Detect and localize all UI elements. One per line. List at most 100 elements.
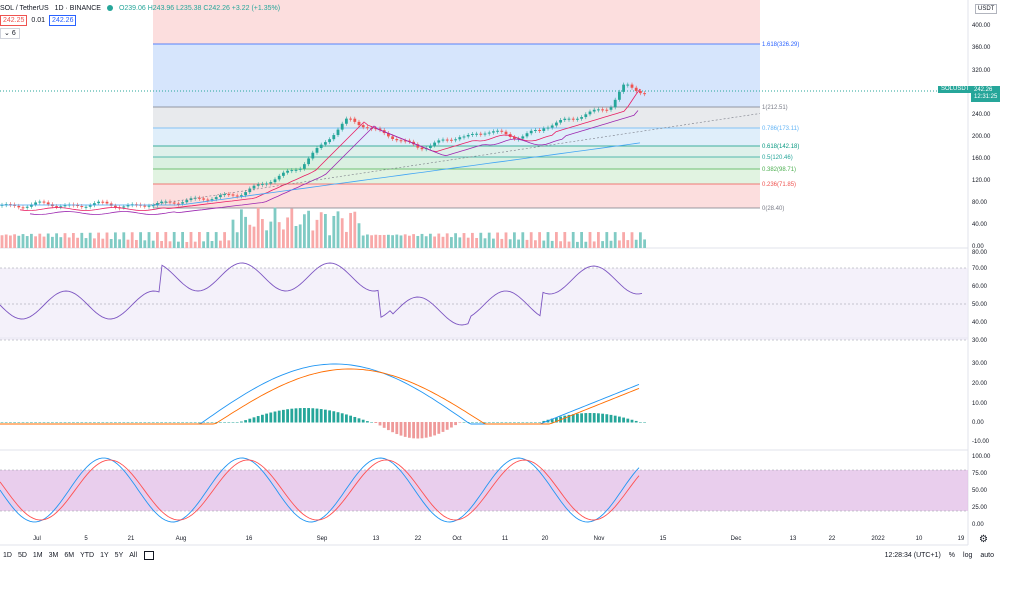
volume-bar: [80, 232, 84, 248]
price-tick: 120.00: [972, 178, 991, 184]
macd-histogram-bar: [424, 422, 428, 438]
calendar-icon[interactable]: [144, 550, 155, 560]
candle-body: [185, 200, 189, 203]
macd-histogram-bar: [63, 422, 67, 423]
indicators-toggle[interactable]: ⌄ 6: [0, 28, 20, 39]
macd-histogram-bar: [361, 419, 365, 423]
candle-body: [202, 198, 205, 200]
time-tick: 13: [373, 536, 380, 542]
fib-level-label: 1(212.51): [762, 105, 788, 111]
macd-histogram-bar: [483, 422, 487, 423]
volume-bar: [105, 232, 109, 248]
candle-body: [30, 204, 33, 207]
candle-body: [109, 203, 113, 206]
volume-bar: [454, 233, 457, 248]
volume-bar: [101, 238, 105, 248]
chart-canvas[interactable]: 400.00360.00320.00280.00240.00200.00160.…: [0, 0, 1024, 560]
range-1m[interactable]: 1M: [32, 551, 43, 559]
macd-tick: 20.00: [972, 381, 988, 387]
candle-body: [609, 107, 613, 110]
volume-bar: [605, 232, 609, 248]
auto-toggle[interactable]: auto: [980, 551, 994, 559]
macd-histogram-bar: [345, 414, 348, 423]
volume-bar: [370, 235, 373, 248]
volume-bar: [76, 237, 79, 248]
volume-bar: [240, 209, 243, 248]
volume-bar: [114, 232, 117, 248]
candle-body: [534, 130, 537, 132]
volume-bar: [395, 234, 399, 248]
range-3m[interactable]: 3M: [48, 551, 59, 559]
rsi-line: [0, 262, 643, 326]
candle-body: [634, 87, 638, 91]
range-1y[interactable]: 1Y: [100, 551, 109, 559]
rsi-tick: 50.00: [972, 302, 988, 308]
price-tick: 40.00: [972, 222, 988, 228]
range-ytd[interactable]: YTD: [80, 551, 95, 559]
settings-gear-icon[interactable]: ⚙: [979, 534, 988, 545]
volume-bar: [420, 233, 424, 248]
volume-bar: [93, 238, 96, 248]
volume-bar: [130, 232, 134, 248]
volume-bar: [412, 234, 415, 248]
macd-histogram-bar: [269, 412, 273, 423]
volume-bar: [475, 237, 478, 248]
range-all[interactable]: All: [129, 551, 138, 559]
candle-body: [25, 206, 29, 208]
macd-histogram-bar: [454, 422, 457, 426]
candle-body: [252, 185, 256, 189]
time-tick: 10: [916, 536, 923, 542]
macd-histogram-bar: [9, 422, 12, 423]
macd-histogram-bar: [479, 422, 483, 423]
volume-bar: [571, 232, 575, 248]
candle-body: [559, 120, 562, 123]
volume-bar: [265, 230, 268, 248]
macd-histogram-bar: [25, 422, 29, 423]
volume-bar: [189, 232, 193, 248]
macd-histogram-bar: [72, 422, 75, 423]
macd-histogram-bar: [597, 413, 600, 423]
volume-bar: [160, 240, 163, 248]
volume-bar: [332, 215, 336, 248]
range-1d[interactable]: 1D: [3, 551, 12, 559]
range-5d[interactable]: 5D: [17, 551, 27, 559]
range-5y[interactable]: 5Y: [114, 551, 124, 559]
clock[interactable]: 12:28:34 (UTC+1): [884, 551, 941, 559]
macd-histogram-bar: [118, 422, 121, 423]
percent-toggle[interactable]: %: [948, 551, 956, 559]
time-tick: 21: [128, 536, 135, 542]
volume-bar: [219, 240, 222, 248]
volume-bar: [55, 233, 58, 248]
trade-row: 242.25 0.01 242.26: [0, 15, 77, 26]
macd-histogram-bar: [30, 422, 33, 423]
sell-price[interactable]: 242.25: [0, 15, 28, 26]
price-tick: 0.00: [972, 244, 984, 250]
macd-histogram-bar: [244, 420, 247, 423]
volume-bar: [143, 240, 147, 248]
symbol-name[interactable]: SOL / TetherUS: [0, 4, 49, 12]
volume-bar: [198, 232, 201, 248]
currency-badge[interactable]: USDT: [975, 4, 998, 14]
volume-bar: [597, 232, 600, 248]
range-6m[interactable]: 6M: [64, 551, 75, 559]
volume-bar: [206, 232, 210, 248]
volume-bar: [458, 237, 462, 248]
macd-histogram-bar: [147, 422, 151, 423]
volume-bar: [177, 241, 180, 248]
buy-price[interactable]: 242.26: [49, 15, 77, 26]
volume-bar: [202, 241, 205, 248]
candle-body: [466, 134, 470, 137]
log-toggle[interactable]: log: [963, 551, 973, 559]
candle-body: [256, 184, 260, 186]
macd-histogram-bar: [513, 422, 516, 423]
candle-body: [626, 84, 630, 86]
candle-body: [319, 144, 323, 149]
volume-bar: [135, 239, 138, 248]
price-tick: 360.00: [972, 45, 991, 51]
fib-zone: [153, 146, 760, 157]
time-tick: 2022: [871, 536, 885, 542]
candle-body: [420, 147, 424, 150]
macd-histogram-bar: [487, 422, 491, 423]
macd-histogram-bar: [357, 418, 361, 423]
candle-body: [345, 118, 348, 124]
